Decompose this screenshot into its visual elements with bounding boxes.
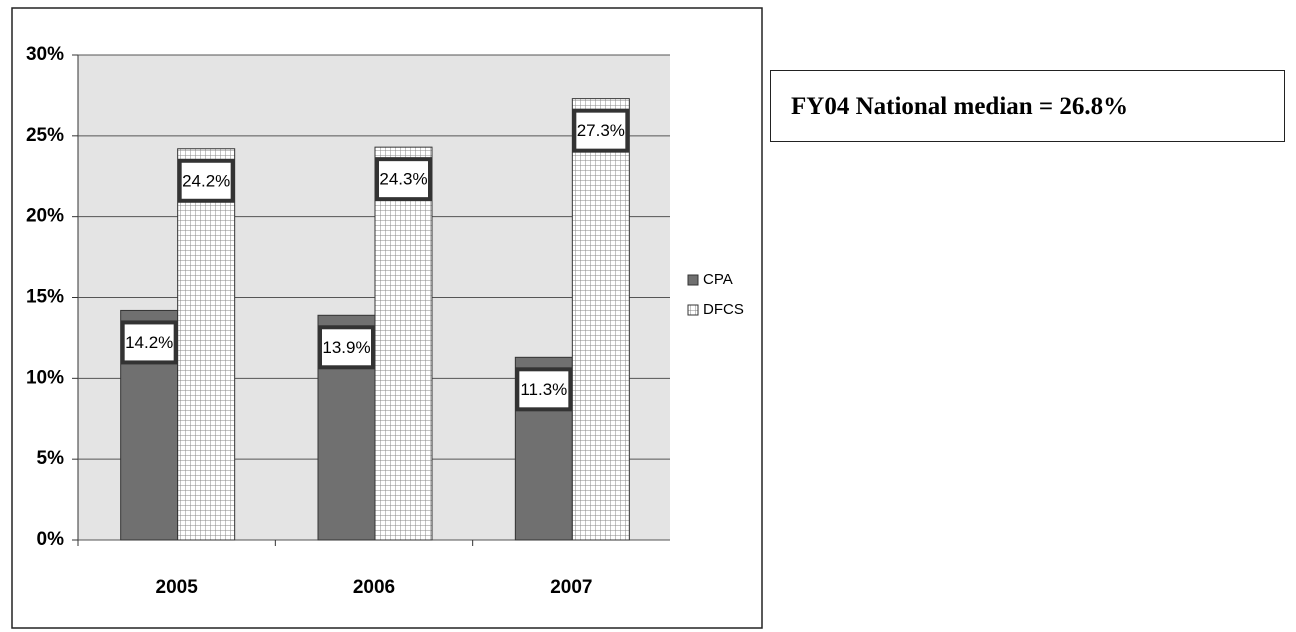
x-tick-label: 2007: [550, 577, 592, 598]
y-tick-label: 10%: [26, 367, 64, 388]
legend-label: CPA: [703, 271, 733, 288]
value-label: 27.3%: [577, 121, 625, 140]
value-label: 24.2%: [182, 171, 230, 190]
bar: [571, 98, 630, 541]
legend: CPA DFCS: [679, 254, 757, 336]
bar: [177, 148, 236, 541]
y-tick-label: 30%: [26, 44, 64, 65]
value-label: 14.2%: [125, 333, 173, 352]
bar: [374, 146, 433, 541]
value-label-box: [177, 158, 235, 203]
x-tick-label: 2005: [156, 577, 199, 598]
y-tick-label: 5%: [37, 448, 65, 469]
y-tick-label: 15%: [26, 287, 64, 308]
legend-swatch: [687, 304, 699, 316]
value-label-box: [120, 320, 178, 365]
y-tick-label: 25%: [26, 125, 64, 146]
legend-label: DFCS: [703, 301, 744, 318]
value-label-box: [515, 367, 573, 412]
y-tick-label: 0%: [37, 529, 65, 550]
value-label-box: [375, 157, 432, 202]
x-tick-label: 2006: [353, 577, 395, 598]
legend-swatch: [687, 274, 699, 286]
value-label-box: [318, 325, 375, 370]
annotation: FY04 National median = 26.8%: [770, 70, 1285, 142]
value-label: 24.3%: [379, 170, 427, 189]
value-label: 11.3%: [520, 380, 567, 399]
value-label-box: [572, 108, 630, 153]
legend-box: [679, 254, 757, 336]
value-label: 13.9%: [322, 338, 370, 357]
y-tick-label: 20%: [26, 206, 64, 227]
